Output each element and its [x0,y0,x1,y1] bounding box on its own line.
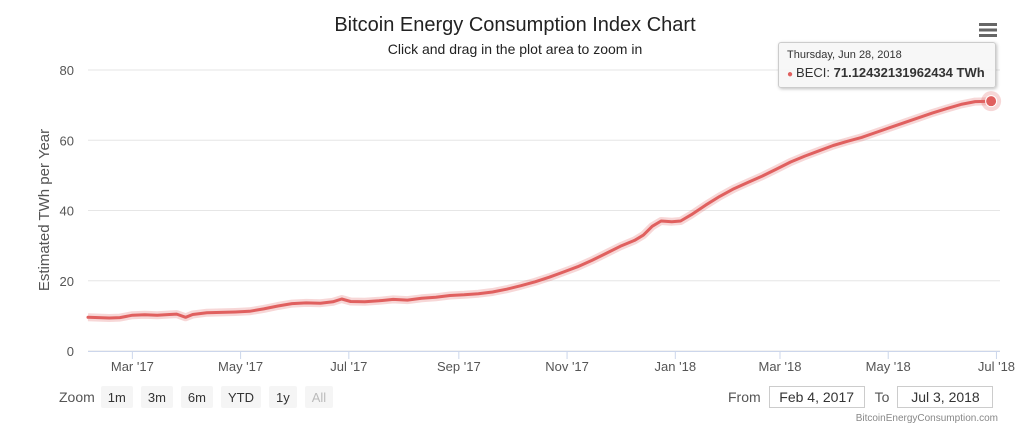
y-tick-label: 80 [60,63,74,78]
y-tick-label: 60 [60,133,74,148]
y-tick-label: 20 [60,274,74,289]
chart-title: Bitcoin Energy Consumption Index Chart [334,14,696,36]
x-tick-label: Jul '18 [978,359,1015,374]
zoom-label: Zoom [59,389,95,405]
zoom-1m-button[interactable]: 1m [100,386,133,408]
series-line-beci[interactable] [86,99,993,320]
x-tick-label: May '17 [218,359,263,374]
tooltip-series-name: BECI [796,65,827,80]
series-dot-icon: ● [787,69,794,80]
x-tick-label: Jul '17 [330,359,367,374]
tooltip-date: Thursday, Jun 28, 2018 [787,49,902,61]
tooltip-value: 71.12432131962434 TWh [833,65,985,80]
credits-link[interactable]: BitcoinEnergyConsumption.com [855,413,998,424]
x-tick-label: May '18 [866,359,911,374]
tooltip: Thursday, Jun 28, 2018 ● BECI: 71.1243213… [778,42,996,88]
from-date-input[interactable] [768,386,865,408]
y-tick-label: 40 [60,204,74,219]
zoom-1y-button[interactable]: 1y [268,386,297,408]
y-tick-label: 0 [67,344,74,359]
x-tick-label: Mar '17 [111,359,154,374]
from-label: From [728,389,761,405]
x-tick-label: Nov '17 [545,359,589,374]
x-tick-label: Sep '17 [437,359,481,374]
series-line-halo [87,97,992,322]
zoom-3m-button[interactable]: 3m [140,386,173,408]
zoom-all-button[interactable]: All [304,386,334,408]
to-label: To [874,389,890,405]
to-date-input[interactable] [897,386,994,408]
y-axis-label: Estimated TWh per Year [36,129,53,291]
hamburger-menu-icon[interactable] [976,20,998,40]
chart-subtitle: Click and drag in the plot area to zoom … [388,41,642,57]
x-tick-label: Mar '18 [759,359,802,374]
x-tick-label: Jan '18 [655,359,697,374]
zoom-bar: Zoom 1m 3m 6m YTD 1y All [59,385,341,409]
zoom-ytd-button[interactable]: YTD [220,386,261,408]
date-range-selector: From To [728,385,1003,409]
highlight-point[interactable] [985,95,998,108]
zoom-6m-button[interactable]: 6m [180,386,213,408]
